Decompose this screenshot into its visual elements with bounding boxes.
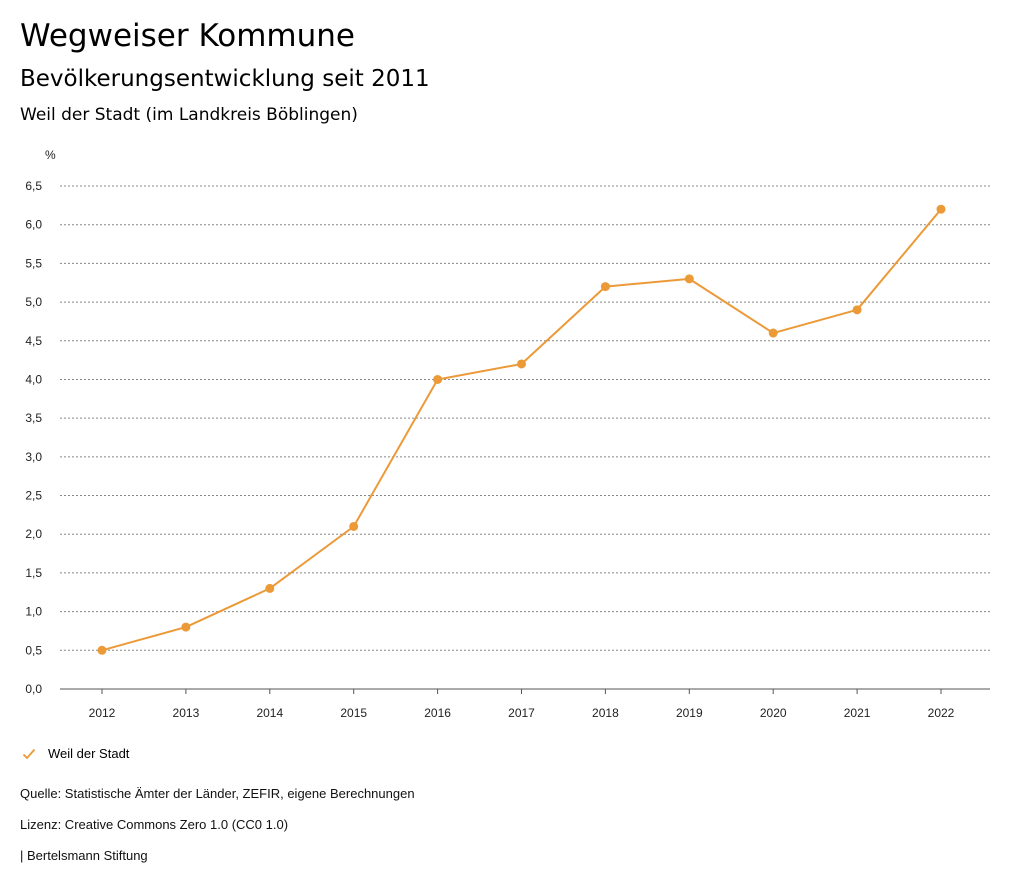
y-tick-label: 3,0 — [25, 450, 42, 464]
y-tick-label: 6,0 — [25, 218, 42, 232]
y-tick-label: 1,5 — [25, 566, 42, 580]
data-point — [181, 622, 191, 632]
source-note: Quelle: Statistische Ämter der Länder, Z… — [20, 786, 415, 801]
x-tick-label: 2014 — [256, 706, 283, 720]
y-tick-label: 0,5 — [25, 643, 42, 657]
y-axis-label: % — [45, 148, 56, 162]
y-tick-label: 5,0 — [25, 295, 42, 309]
chart-subtitle: Bevölkerungsentwicklung seit 2011 — [20, 66, 430, 92]
data-point — [517, 359, 526, 369]
data-point — [768, 328, 778, 338]
y-tick-label: 2,0 — [25, 527, 42, 541]
y-tick-label: 2,5 — [25, 489, 42, 503]
data-point — [600, 282, 610, 292]
y-tick-label: 5,5 — [25, 256, 42, 270]
x-tick-label: 2013 — [173, 706, 200, 720]
y-tick-label: 3,5 — [25, 411, 42, 425]
data-point — [684, 274, 694, 284]
legend[interactable]: Weil der Stadt — [22, 746, 129, 761]
data-point — [349, 521, 359, 531]
page-title: Wegweiser Kommune — [20, 18, 355, 54]
region-label: Weil der Stadt (im Landkreis Böblingen) — [20, 105, 358, 125]
data-point — [936, 204, 946, 214]
data-point — [852, 305, 862, 315]
x-tick-label: 2020 — [760, 706, 787, 720]
license-note: Lizenz: Creative Commons Zero 1.0 (CC0 1… — [20, 817, 289, 832]
y-tick-label: 1,0 — [25, 605, 42, 619]
x-tick-label: 2019 — [676, 706, 703, 720]
y-tick-label: 0,0 — [25, 682, 42, 696]
x-tick-label: 2012 — [89, 706, 116, 720]
x-tick-label: 2022 — [928, 706, 955, 720]
data-point — [433, 374, 443, 384]
x-tick-label: 2021 — [844, 706, 871, 720]
check-icon — [22, 748, 36, 759]
y-tick-label: 6,5 — [25, 179, 42, 193]
x-tick-label: 2015 — [340, 706, 367, 720]
line-chart: % 0,0 0,5 1,0 1,5 2,0 2,5 3,0 3,5 4,0 4,5 5,0 5,5 6,0… — [25, 148, 990, 720]
x-tick-label: 2018 — [592, 706, 619, 720]
series-line — [101, 208, 942, 652]
y-tick-label: 4,0 — [25, 372, 42, 386]
y-tick-label: 4,5 — [25, 334, 42, 348]
publisher-note: | Bertelsmann Stiftung — [20, 848, 148, 863]
data-point — [97, 645, 107, 655]
legend-label: Weil der Stadt — [48, 746, 130, 761]
x-tick-label: 2016 — [424, 706, 451, 720]
x-tick-label: 2017 — [508, 706, 535, 720]
data-point — [265, 583, 275, 593]
